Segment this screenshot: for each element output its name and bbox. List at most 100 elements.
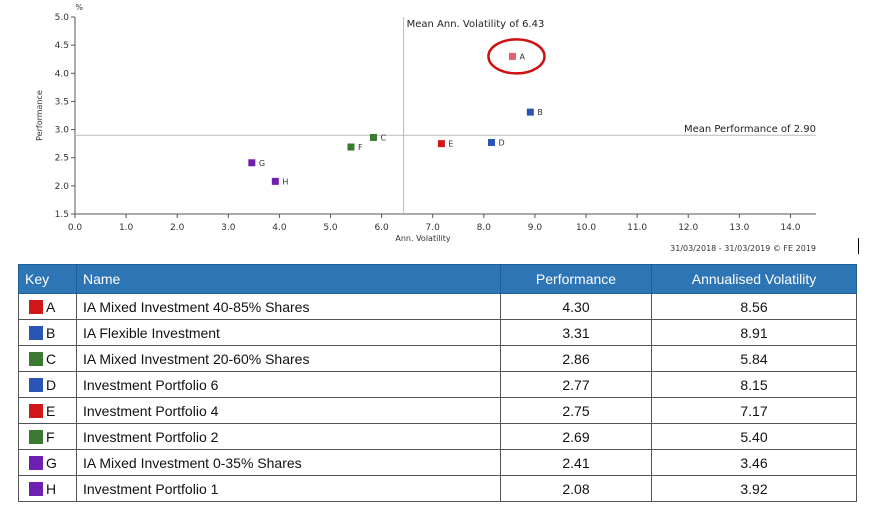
- row-volatility: 8.56: [651, 293, 857, 320]
- row-name: IA Flexible Investment: [76, 319, 501, 346]
- scatter-chart: 0.0 1.0 2.0 3.0 4.0 5.0 6.0 7.0 8.0 9.0 10.0 11.0 12…: [35, 3, 816, 253]
- row-key-label: A: [46, 298, 56, 315]
- table-row: C IA Mixed Investment 20-60% Shares 2.86 5.…: [18, 345, 857, 372]
- y-tick-label: 5.0: [55, 13, 70, 23]
- date-range-label: 31/03/2018 - 31/03/2019 © FE 2019: [670, 244, 816, 253]
- table-row: A IA Mixed Investment 40-85% Shares 4.30 8.…: [18, 293, 857, 320]
- row-key-label: D: [46, 376, 57, 393]
- y-tick-label: 3.5: [55, 97, 69, 107]
- table-row: B IA Flexible Investment 3.31 8.91: [18, 319, 857, 346]
- row-name: IA Mixed Investment 0-35% Shares: [76, 449, 501, 476]
- data-point-c: [369, 133, 377, 141]
- data-point-label-f: F: [358, 143, 363, 152]
- table-row: F Investment Portfolio 2 2.69 5.40: [18, 423, 857, 450]
- highlight-circle: [487, 38, 546, 75]
- row-key: D: [18, 371, 77, 398]
- x-tick-label: 4.0: [272, 223, 287, 233]
- data-point-e: [437, 140, 445, 148]
- x-tick-label: 11.0: [627, 223, 647, 233]
- x-tick-label: 6.0: [374, 223, 389, 233]
- header-name: Name: [76, 264, 501, 294]
- row-performance: 2.41: [500, 449, 652, 476]
- x-tick-label: 5.0: [323, 223, 338, 233]
- mean-volatility-label: Mean Ann. Volatility of 6.43: [407, 19, 545, 30]
- data-point-label-g: G: [259, 159, 265, 168]
- x-tick-label: 7.0: [426, 223, 441, 233]
- row-name: Investment Portfolio 2: [76, 423, 501, 450]
- data-point-f: [347, 143, 355, 151]
- x-tick-label: 10.0: [576, 223, 596, 233]
- x-tick-label: 9.0: [528, 223, 543, 233]
- row-key: F: [18, 423, 77, 450]
- color-swatch: [29, 351, 43, 366]
- x-tick-label: 3.0: [221, 223, 236, 233]
- row-performance: 2.77: [500, 371, 652, 398]
- y-tick-label: 3.0: [55, 126, 70, 136]
- row-key: H: [18, 475, 77, 502]
- x-tick-label: 12.0: [678, 223, 698, 233]
- row-key: E: [18, 397, 77, 424]
- data-point-b: [526, 108, 534, 116]
- row-volatility: 8.15: [651, 371, 857, 398]
- data-point-g: [248, 159, 256, 167]
- row-key: B: [18, 319, 77, 346]
- row-volatility: 5.40: [651, 423, 857, 450]
- data-point-a: [508, 52, 516, 60]
- table-row: H Investment Portfolio 1 2.08 3.92: [18, 475, 857, 502]
- table-row: D Investment Portfolio 6 2.77 8.15: [18, 371, 857, 398]
- x-tick-label: 13.0: [729, 223, 749, 233]
- y-tick-label: 4.0: [55, 69, 70, 79]
- color-swatch: [29, 325, 43, 340]
- mean-performance-label: Mean Performance of 2.90: [684, 124, 816, 135]
- data-point-label-a: A: [519, 52, 525, 61]
- x-tick-label: 14.0: [780, 223, 800, 233]
- data-point-label-b: B: [537, 108, 543, 117]
- row-key: A: [18, 293, 77, 320]
- header-key: Key: [18, 264, 77, 294]
- row-key-label: G: [46, 454, 57, 471]
- header-performance: Performance: [500, 264, 652, 294]
- row-volatility: 3.46: [651, 449, 857, 476]
- x-tick-label: 2.0: [170, 223, 185, 233]
- row-key-label: B: [46, 324, 56, 341]
- header-volatility: Annualised Volatility: [651, 264, 857, 294]
- text-cursor: [858, 238, 859, 254]
- y-tick-label: 4.5: [55, 41, 69, 51]
- data-point-label-e: E: [448, 140, 453, 149]
- row-performance: 4.30: [500, 293, 652, 320]
- row-volatility: 7.17: [651, 397, 857, 424]
- table-row: E Investment Portfolio 4 2.75 7.17: [18, 397, 857, 424]
- color-swatch: [29, 377, 43, 392]
- x-tick-label: 0.0: [68, 223, 83, 233]
- row-key: C: [18, 345, 77, 372]
- y-tick-label: 1.5: [55, 210, 69, 220]
- table-row: G IA Mixed Investment 0-35% Shares 2.41 3.4…: [18, 449, 857, 476]
- x-axis-label: Ann. Volatility: [395, 234, 451, 243]
- row-key-label: F: [46, 428, 55, 445]
- row-key-label: C: [46, 350, 57, 367]
- row-performance: 2.86: [500, 345, 652, 372]
- row-volatility: 8.91: [651, 319, 857, 346]
- table-header-row: Key Name Performance Annualised Volatili…: [18, 264, 857, 294]
- x-tick-label: 1.0: [119, 223, 134, 233]
- row-name: IA Mixed Investment 40-85% Shares: [76, 293, 501, 320]
- data-point-label-d: D: [498, 139, 504, 148]
- row-performance: 2.69: [500, 423, 652, 450]
- data-point-label-h: H: [282, 177, 288, 186]
- row-name: Investment Portfolio 4: [76, 397, 501, 424]
- color-swatch: [29, 429, 43, 444]
- data-point-d: [487, 139, 495, 147]
- x-tick-label: 8.0: [477, 223, 492, 233]
- row-name: IA Mixed Investment 20-60% Shares: [76, 345, 501, 372]
- color-swatch: [29, 481, 43, 496]
- row-name: Investment Portfolio 1: [76, 475, 501, 502]
- data-point-h: [271, 177, 279, 185]
- color-swatch: [29, 455, 43, 470]
- fund-key-table: Key Name Performance Annualised Volatili…: [18, 264, 857, 502]
- row-name: Investment Portfolio 6: [76, 371, 501, 398]
- row-performance: 3.31: [500, 319, 652, 346]
- row-performance: 2.75: [500, 397, 652, 424]
- y-axis-label: Performance: [35, 90, 44, 141]
- row-volatility: 3.92: [651, 475, 857, 502]
- y-tick-label: 2.0: [55, 182, 70, 192]
